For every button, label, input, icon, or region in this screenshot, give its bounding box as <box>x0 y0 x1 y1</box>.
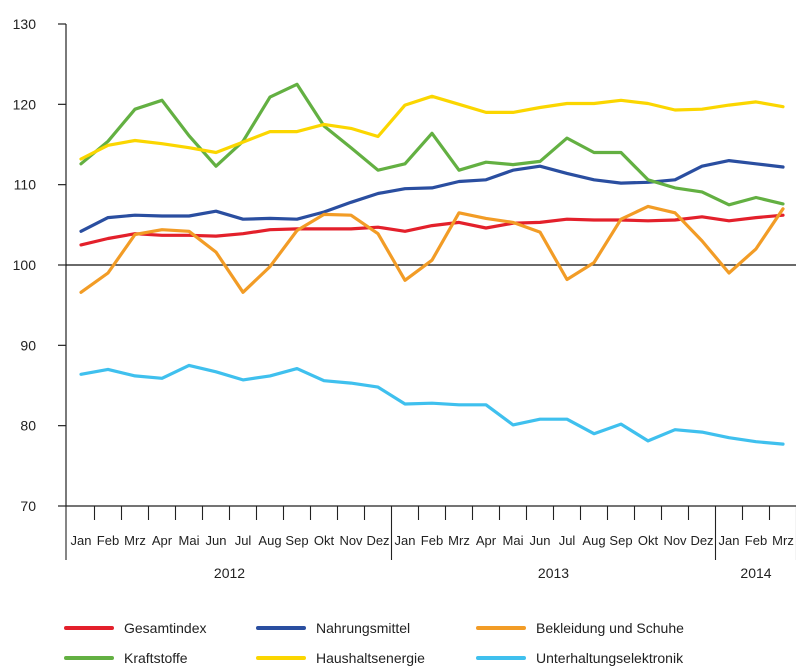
x-tick-label: Mai <box>179 533 200 548</box>
x-tick-label: Sep <box>609 533 632 548</box>
legend-label-nahrungsmittel: Nahrungsmittel <box>316 620 410 636</box>
x-tick-label: Jan <box>395 533 416 548</box>
x-tick-label: Okt <box>638 533 659 548</box>
series-line-unterhaltungselektronik <box>79 363 785 446</box>
y-tick-label: 80 <box>20 418 36 434</box>
x-tick-label: Jan <box>71 533 92 548</box>
x-tick-label: Jul <box>559 533 576 548</box>
x-tick-label: Feb <box>421 533 443 548</box>
y-axis: 70 80 90 100 110 120 130 <box>13 16 796 514</box>
x-tick-label: Aug <box>582 533 605 548</box>
x-tick-label: Jan <box>719 533 740 548</box>
y-tick-label: 100 <box>13 257 37 273</box>
x-tick-label: Dez <box>690 533 713 548</box>
x-tick-label: Jul <box>235 533 252 548</box>
x-tick-label: Mrz <box>772 533 794 548</box>
y-tick-label: 70 <box>20 498 36 514</box>
x-axis: Jan Feb Mrz Apr Mai Jun Jul Aug Sep Okt Nov Dez Jan F… <box>65 505 796 581</box>
y-tick-label: 120 <box>13 96 37 112</box>
x-tick-label: Nov <box>663 533 687 548</box>
series-line-bekleidung-und-schuhe <box>79 204 785 294</box>
x-year-label: 2012 <box>214 565 245 581</box>
series-lines <box>79 82 785 446</box>
x-tick-label: Sep <box>285 533 308 548</box>
series-line-nahrungsmittel <box>79 159 785 233</box>
legend-label-bekleidung-und-schuhe: Bekleidung und Schuhe <box>536 620 684 636</box>
series-line-kraftstoffe <box>79 82 785 207</box>
x-tick-label: Mrz <box>124 533 146 548</box>
x-tick-label: Feb <box>745 533 767 548</box>
legend-label-kraftstoffe: Kraftstoffe <box>124 650 188 666</box>
x-tick-label: Jun <box>206 533 227 548</box>
x-tick-label: Apr <box>152 533 173 548</box>
y-tick-label: 90 <box>20 337 36 353</box>
y-tick-label: 130 <box>13 16 37 32</box>
legend-label-gesamtindex: Gesamtindex <box>124 620 206 636</box>
x-tick-label: Apr <box>476 533 497 548</box>
x-year-label: 2013 <box>538 565 569 581</box>
x-tick-label: Mrz <box>448 533 470 548</box>
legend-label-unterhaltungselektronik: Unterhaltungselektronik <box>536 650 684 666</box>
series-line-haushaltsenergie <box>79 94 785 161</box>
x-year-label: 2014 <box>740 565 771 581</box>
x-tick-label: Jun <box>530 533 551 548</box>
legend: Gesamtindex Nahrungsmittel Bekleidung und … <box>64 620 684 666</box>
x-tick-label: Feb <box>97 533 119 548</box>
x-tick-label: Dez <box>366 533 389 548</box>
legend-label-haushaltsenergie: Haushaltsenergie <box>316 650 425 666</box>
x-tick-label: Mai <box>503 533 524 548</box>
series-line-gesamtindex <box>79 213 785 247</box>
x-tick-label: Nov <box>339 533 363 548</box>
x-tick-label: Okt <box>314 533 335 548</box>
y-tick-label: 110 <box>14 177 37 193</box>
x-tick-label: Aug <box>258 533 281 548</box>
